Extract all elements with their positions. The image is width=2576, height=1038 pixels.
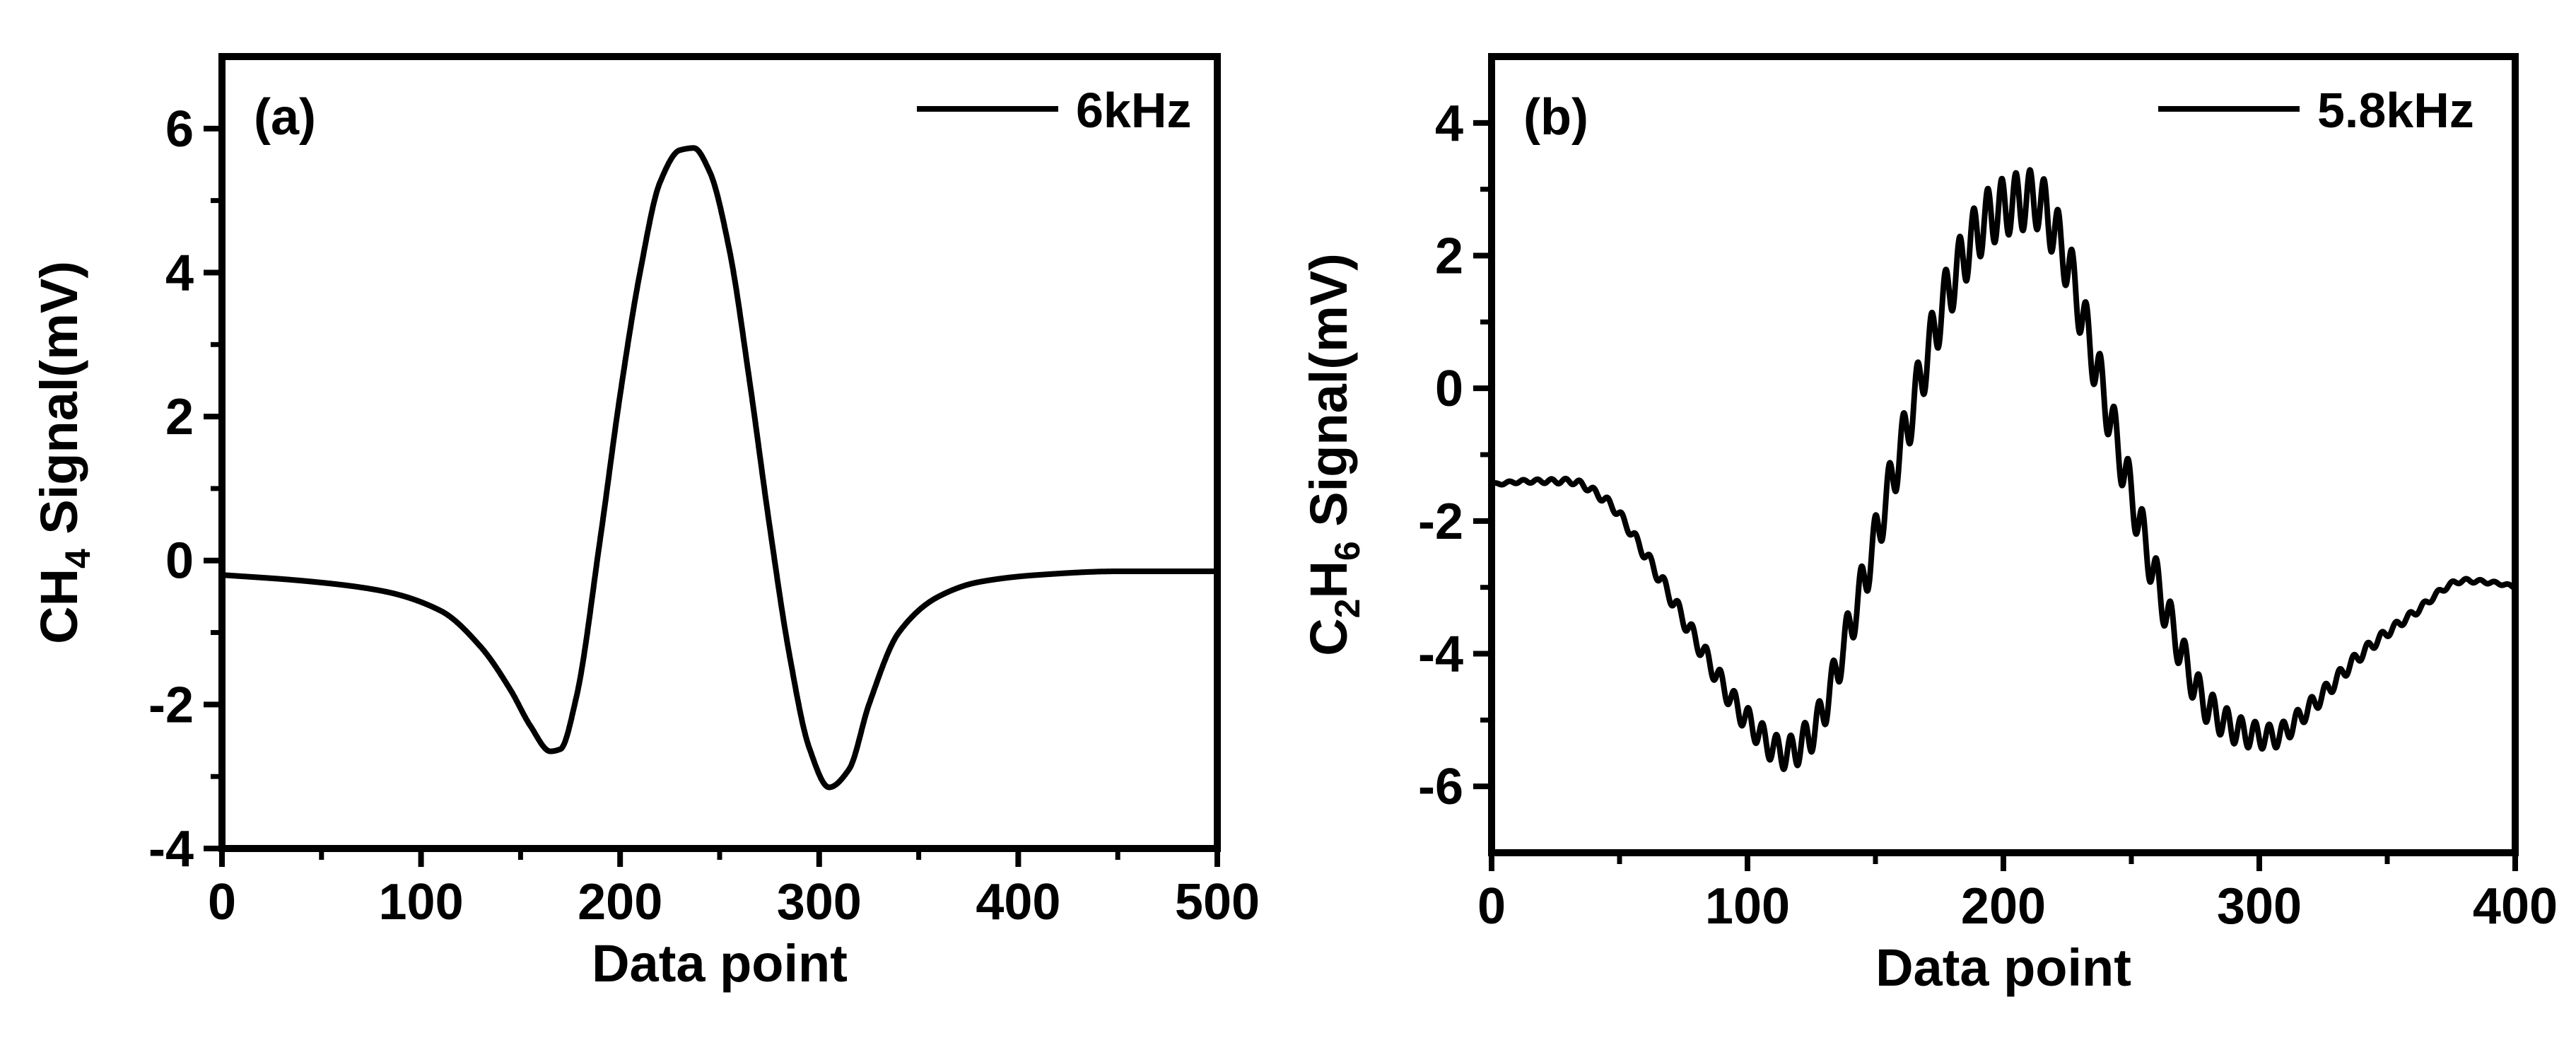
y-tick-label-a--4: -4 (148, 821, 194, 877)
y-axis-title-part: H (1299, 561, 1358, 598)
plot-frame-b (1488, 53, 2519, 856)
x-tick-label-a-400: 400 (976, 874, 1060, 931)
y-axis-subscript: 6 (1328, 541, 1367, 561)
y-tick-label-b-4: 4 (1435, 95, 1463, 152)
x-tick-label-a-500: 500 (1175, 874, 1260, 931)
y-axis-title-part: Signal(mV) (1299, 253, 1358, 541)
y-tick-label-b--2: -2 (1418, 494, 1463, 550)
y-axis-title-part: CH (30, 568, 88, 644)
x-tick-label-a-200: 200 (578, 874, 662, 931)
y-tick-label-a-2: 2 (165, 389, 194, 445)
plot-frame-a (218, 53, 1221, 852)
y-tick-label-b-2: 2 (1435, 228, 1463, 285)
x-tick-label-a-300: 300 (777, 874, 862, 931)
x-tick-label-a-0: 0 (208, 874, 236, 931)
panel-label-a: (a) (254, 89, 316, 146)
x-axis-title-a: Data point (592, 934, 848, 993)
y-tick-label-a--2: -2 (148, 677, 194, 733)
legend-label-b: 5.8kHz (2317, 83, 2474, 138)
x-axis-title-b: Data point (1875, 938, 2131, 997)
x-tick-label-b-200: 200 (1961, 878, 2046, 935)
x-tick-label-b-100: 100 (1705, 878, 1790, 935)
y-axis-title-part: C (1299, 618, 1358, 655)
y-axis-title-a: CH4 Signal(mV) (30, 261, 98, 644)
series-line-a-0 (219, 145, 1220, 791)
y-axis-title-b: C2H6 Signal(mV) (1299, 253, 1367, 656)
x-tick-label-a-100: 100 (379, 874, 464, 931)
y-tick-label-a-6: 6 (165, 101, 194, 158)
y-tick-label-b--4: -4 (1418, 626, 1463, 683)
x-tick-label-b-0: 0 (1477, 878, 1506, 935)
y-axis-subscript: 2 (1328, 599, 1367, 619)
x-tick-label-b-300: 300 (2217, 878, 2302, 935)
y-tick-label-b--6: -6 (1418, 759, 1463, 815)
x-tick-label-b-400: 400 (2473, 878, 2558, 935)
legend-label-a: 6kHz (1076, 83, 1191, 138)
y-axis-subscript: 4 (58, 549, 98, 568)
y-tick-label-a-4: 4 (165, 245, 194, 301)
series-line-b-0 (1489, 167, 2518, 772)
y-tick-label-b-0: 0 (1435, 361, 1463, 417)
y-tick-label-a-0: 0 (165, 533, 194, 590)
panel-label-b: (b) (1523, 89, 1588, 146)
y-axis-title-part: Signal(mV) (30, 261, 88, 549)
